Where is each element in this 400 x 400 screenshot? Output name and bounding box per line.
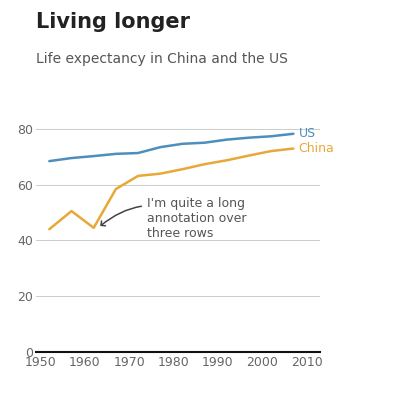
- Text: Living longer: Living longer: [36, 12, 190, 32]
- Text: US: US: [299, 127, 316, 140]
- Text: China: China: [299, 142, 334, 155]
- Text: Life expectancy in China and the US: Life expectancy in China and the US: [36, 52, 288, 66]
- Text: I'm quite a long
annotation over
three rows: I'm quite a long annotation over three r…: [101, 196, 246, 240]
